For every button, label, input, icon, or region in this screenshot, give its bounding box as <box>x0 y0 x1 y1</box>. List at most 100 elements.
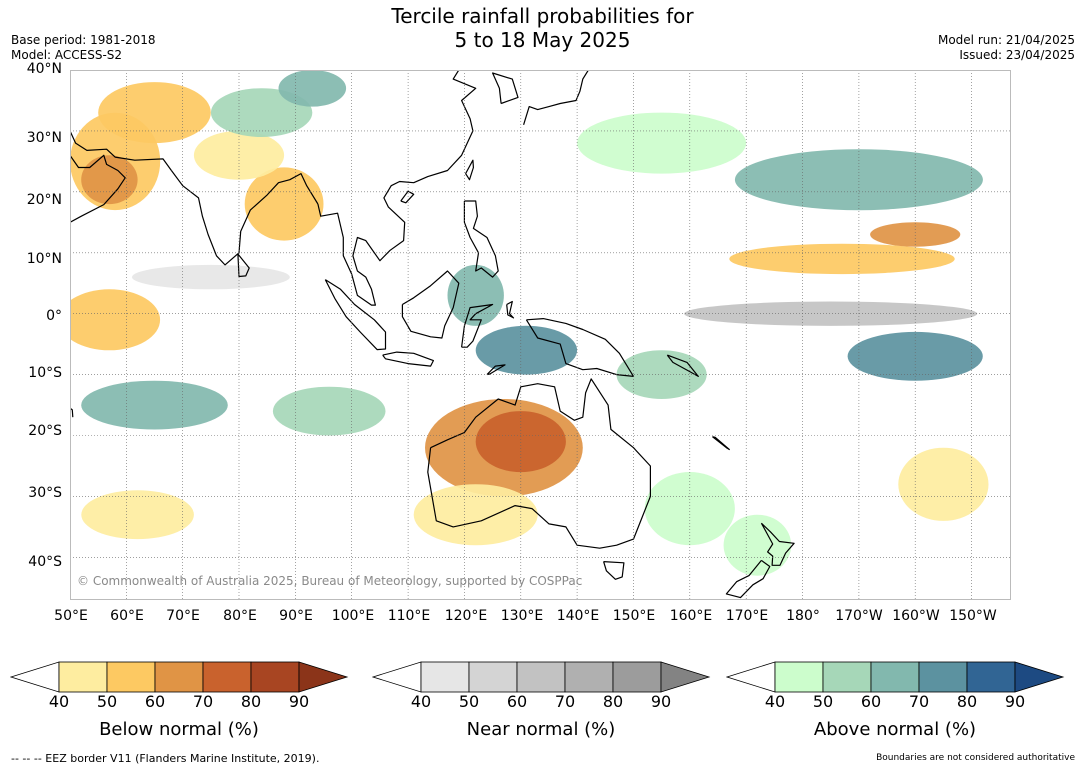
coastline-solomons <box>666 354 699 377</box>
colorbar-swatch <box>202 661 252 693</box>
coastline-new-zealand-s <box>725 559 771 599</box>
colorbar-swatch <box>966 661 1016 693</box>
above-normal-colorbar <box>726 661 1065 693</box>
coastline-new-zealand-n <box>760 522 795 566</box>
colorbar-extend-high <box>660 661 711 693</box>
colorbar-tick: 90 <box>288 692 310 711</box>
colorbar-tick: 70 <box>192 692 214 711</box>
colorbar-swatch <box>516 661 566 693</box>
colorbar-tick: 60 <box>860 692 882 711</box>
colorbar-tick: 80 <box>240 692 262 711</box>
map-title: Tercile rainfall probabilities for 5 to … <box>0 4 1085 52</box>
below-normal-title: Below normal (%) <box>99 719 259 740</box>
colorbar-swatch <box>250 661 300 693</box>
coastline-sulawesi <box>461 303 494 348</box>
land-outlines <box>70 70 795 599</box>
colorbar-swatch <box>918 661 968 693</box>
colorbar-extend-high <box>1014 661 1065 693</box>
model-run: Model run: 21/04/2025 <box>937 33 1075 47</box>
region-pakistan-below <box>98 82 211 144</box>
region-pacific-below-band <box>729 243 955 275</box>
lon-label: 120°E <box>444 608 488 624</box>
colorbar-swatch <box>154 661 204 693</box>
coastline-sumatra <box>324 279 387 351</box>
copyright-note: © Commonwealth of Australia 2025, Bureau… <box>77 574 583 588</box>
colorbar-swatch <box>822 661 872 693</box>
coastline-indochina <box>317 70 477 306</box>
rainfall-map[interactable] <box>70 70 1011 600</box>
lon-label: 60°E <box>110 608 144 624</box>
colorbar-extend-low <box>372 661 422 693</box>
map-frame <box>70 70 1011 600</box>
colorbar-swatch <box>420 661 470 693</box>
region-indian-ocean-above <box>81 380 228 430</box>
colorbar-tick: 90 <box>1004 692 1026 711</box>
colorbar-swatch <box>564 661 614 693</box>
coastline-borneo <box>401 270 460 339</box>
region-india-north-below <box>193 130 285 180</box>
above-normal-title: Above normal (%) <box>813 719 977 740</box>
lon-label: 150°W <box>949 608 997 624</box>
colorbar-tick: 60 <box>506 692 528 711</box>
colorbar-tick: 50 <box>96 692 118 711</box>
colorbar-tick: 80 <box>602 692 624 711</box>
colorbar-tick: 40 <box>48 692 70 711</box>
lon-label: 90°E <box>279 608 313 624</box>
colorbar-tick: 40 <box>764 692 786 711</box>
region-pacific-north-above <box>734 149 983 211</box>
region-nz-above <box>723 514 792 576</box>
lon-label: 170°W <box>835 608 883 624</box>
coastline-new-guinea <box>525 318 635 377</box>
title-line-2: 5 to 18 May 2025 <box>454 28 631 52</box>
region-australia-south-below <box>413 484 538 546</box>
region-borneo-above <box>447 264 504 326</box>
lon-label: 80°E <box>223 608 257 624</box>
near-normal-colorbar <box>372 661 711 693</box>
coastline-halmahera <box>506 300 515 319</box>
colorbar-tick: 90 <box>650 692 672 711</box>
lat-label: 10°N <box>26 251 62 267</box>
coastline-java <box>382 351 434 367</box>
lat-label: 30°N <box>26 130 62 146</box>
issued-date: Issued: 23/04/2025 <box>959 48 1075 62</box>
lon-label: 70°E <box>166 608 200 624</box>
coastline-hainan <box>400 190 415 204</box>
region-australia-below-core <box>475 411 566 473</box>
meta-left: Base period: 1981-2018 Model: ACCESS-S2 <box>11 33 156 63</box>
colorbar-swatch <box>58 661 108 693</box>
colorbar-tick: 50 <box>812 692 834 711</box>
below-normal-colorbar <box>10 661 349 693</box>
coastline-new-caledonia <box>712 436 730 451</box>
region-east-pacific-below <box>898 447 989 521</box>
region-central-asia-above <box>278 70 347 107</box>
lat-label: 0° <box>46 308 62 324</box>
lat-label: 40°S <box>28 554 62 570</box>
colorbar-swatch <box>106 661 156 693</box>
map-gridlines <box>70 70 1011 600</box>
colorbar-tick: 60 <box>144 692 166 711</box>
colorbar-tick: 70 <box>554 692 576 711</box>
lon-label: 180° <box>786 608 820 624</box>
near-normal-title: Near normal (%) <box>466 719 616 740</box>
coastline-australia <box>427 378 652 549</box>
coastline-india <box>170 170 319 266</box>
boundaries-disclaimer: Boundaries are not considered authoritat… <box>876 753 1075 763</box>
colorbar-extend-low <box>10 661 60 693</box>
colorbar-swatch <box>468 661 518 693</box>
lon-label: 160°W <box>892 608 940 624</box>
coastline-arabia <box>70 154 126 223</box>
lat-label: 20°N <box>26 192 62 208</box>
coastline-taiwan <box>465 159 474 181</box>
lat-label: 40°N <box>26 61 62 77</box>
region-southern-below <box>81 490 194 540</box>
region-pacific-south-above <box>847 331 983 381</box>
lon-label: 100°E <box>331 608 375 624</box>
region-pacific-near-band <box>684 301 978 326</box>
coastline-korea <box>492 72 519 105</box>
colorbar-swatch <box>870 661 920 693</box>
colorbar-tick: 50 <box>458 692 480 711</box>
colorbar-swatch <box>612 661 662 693</box>
lon-label: 170°E <box>725 608 769 624</box>
meta-right: Model run: 21/04/2025 Issued: 23/04/2025 <box>938 33 1075 63</box>
lat-label: 30°S <box>28 485 62 501</box>
